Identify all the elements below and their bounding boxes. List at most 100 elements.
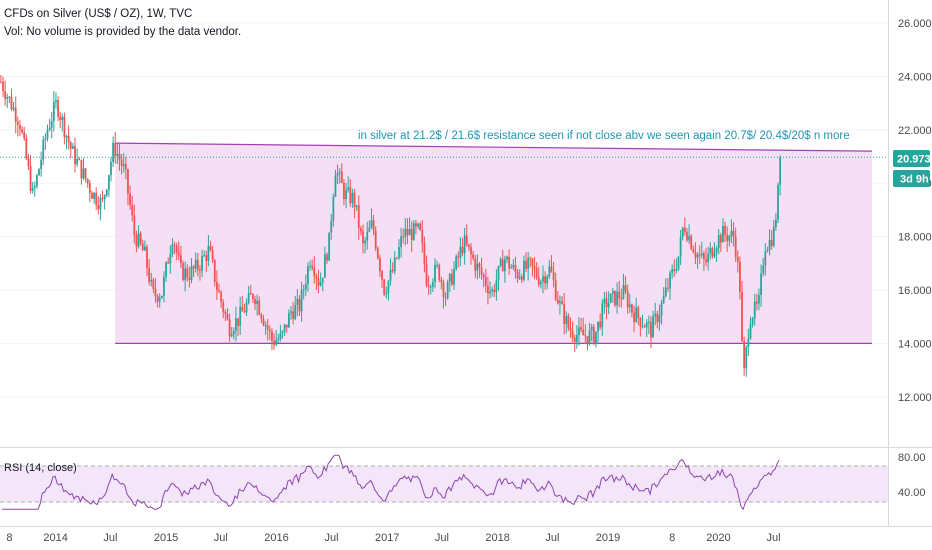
countdown-tag: 3d 9h: [893, 170, 930, 187]
candle-body: [156, 296, 159, 302]
candle-body: [93, 192, 95, 199]
candle-body: [243, 311, 246, 313]
candle-body: [643, 326, 646, 328]
range-box[interactable]: [115, 143, 872, 344]
candle-body: [71, 146, 74, 149]
candle-body: [300, 289, 303, 312]
candle-body: [703, 253, 705, 260]
candle-body: [499, 259, 502, 266]
candle-body: [218, 290, 220, 293]
candle-body: [675, 269, 678, 271]
candle-body: [279, 333, 282, 340]
candle-body: [436, 264, 439, 266]
candle-body: [290, 311, 292, 314]
time-axis[interactable]: 8 2014 Jul 2015 Jul 2016 Jul 2017 Jul 2018 Jul 2019…: [6, 532, 780, 544]
candle-body: [226, 314, 229, 320]
candle-body: [313, 267, 316, 277]
candle-body: [662, 295, 665, 303]
range-top-line[interactable]: [115, 142, 873, 152]
candle-body: [277, 339, 280, 341]
candlestick-series[interactable]: [0, 75, 782, 377]
price-tick-label: 24.000: [898, 71, 932, 83]
candle-body: [622, 285, 625, 299]
candle-body: [476, 263, 479, 271]
candle-body: [281, 331, 284, 334]
candle-body: [336, 172, 339, 176]
candle-body: [415, 223, 417, 227]
chart-annotation[interactable]: in silver at 21.2$ / 21.6$ resistance se…: [358, 130, 850, 142]
candle-body: [14, 107, 17, 122]
candle-body: [751, 318, 754, 325]
candle-body: [31, 187, 34, 191]
candle-body: [686, 232, 688, 241]
candle-body: [489, 291, 491, 294]
time-tick-label: Jul: [325, 532, 339, 544]
price-tick-label: 18.000: [898, 232, 932, 244]
candle-body: [283, 324, 286, 332]
candle-body: [326, 254, 328, 261]
candle-body: [660, 302, 663, 316]
candle-body: [10, 96, 13, 110]
candle-body: [575, 335, 578, 342]
candle-body: [347, 187, 350, 190]
price-axis[interactable]: 26.00024.00022.00020.00018.00016.00014.0…: [898, 18, 932, 404]
candle-body: [230, 334, 233, 337]
candle-body: [779, 157, 782, 185]
price-tick-label: 22.000: [898, 125, 932, 137]
last-price-value: 20.973: [897, 154, 931, 166]
candle-body: [705, 259, 707, 263]
candle-body: [374, 230, 377, 249]
candle-body: [544, 276, 546, 284]
candle-body: [631, 304, 633, 313]
candle-body: [349, 187, 352, 204]
candle-body: [165, 262, 167, 277]
rsi-band: [0, 466, 888, 502]
candle-body: [571, 330, 574, 338]
candle-body: [398, 247, 400, 258]
candle-body: [285, 324, 288, 328]
candle-body: [624, 285, 627, 292]
candle-body: [148, 268, 151, 282]
candle-body: [302, 289, 305, 291]
candle-body: [317, 278, 320, 286]
candle-body: [552, 271, 555, 281]
candle-body: [516, 271, 519, 279]
candle-body: [91, 192, 93, 199]
candle-body: [48, 127, 51, 130]
candle-body: [190, 266, 193, 281]
candle-body: [478, 263, 481, 268]
rsi-line[interactable]: [2, 454, 780, 511]
candle-body: [163, 276, 165, 296]
candle-body: [359, 228, 362, 232]
candle-body: [27, 158, 30, 166]
candle-body: [694, 252, 697, 258]
candle-body: [775, 219, 777, 227]
candle-body: [582, 329, 585, 336]
candle-body: [482, 274, 485, 278]
candle-body: [262, 319, 265, 326]
candle-body: [33, 186, 36, 188]
candle-body: [404, 228, 407, 237]
candle-body: [74, 146, 76, 165]
candle-body: [491, 289, 494, 292]
candle-body: [203, 255, 206, 257]
candle-body: [82, 168, 85, 179]
candle-body: [673, 269, 676, 271]
candle-body: [215, 282, 218, 291]
candle-body: [143, 246, 146, 251]
candle-body: [770, 239, 773, 246]
candle-body: [42, 139, 45, 160]
candle-body: [97, 204, 100, 210]
candle-body: [412, 223, 415, 241]
candle-body: [251, 294, 254, 300]
candle-body: [626, 291, 629, 308]
candle-body: [247, 293, 250, 303]
candle-body: [580, 327, 582, 330]
rsi-tick-40: 40.00: [898, 487, 926, 499]
volume-note: Vol: No volume is provided by the data v…: [4, 26, 242, 38]
candle-body: [736, 256, 739, 262]
candle-body: [379, 258, 381, 272]
candle-body: [46, 129, 49, 139]
candle-body: [131, 205, 134, 216]
